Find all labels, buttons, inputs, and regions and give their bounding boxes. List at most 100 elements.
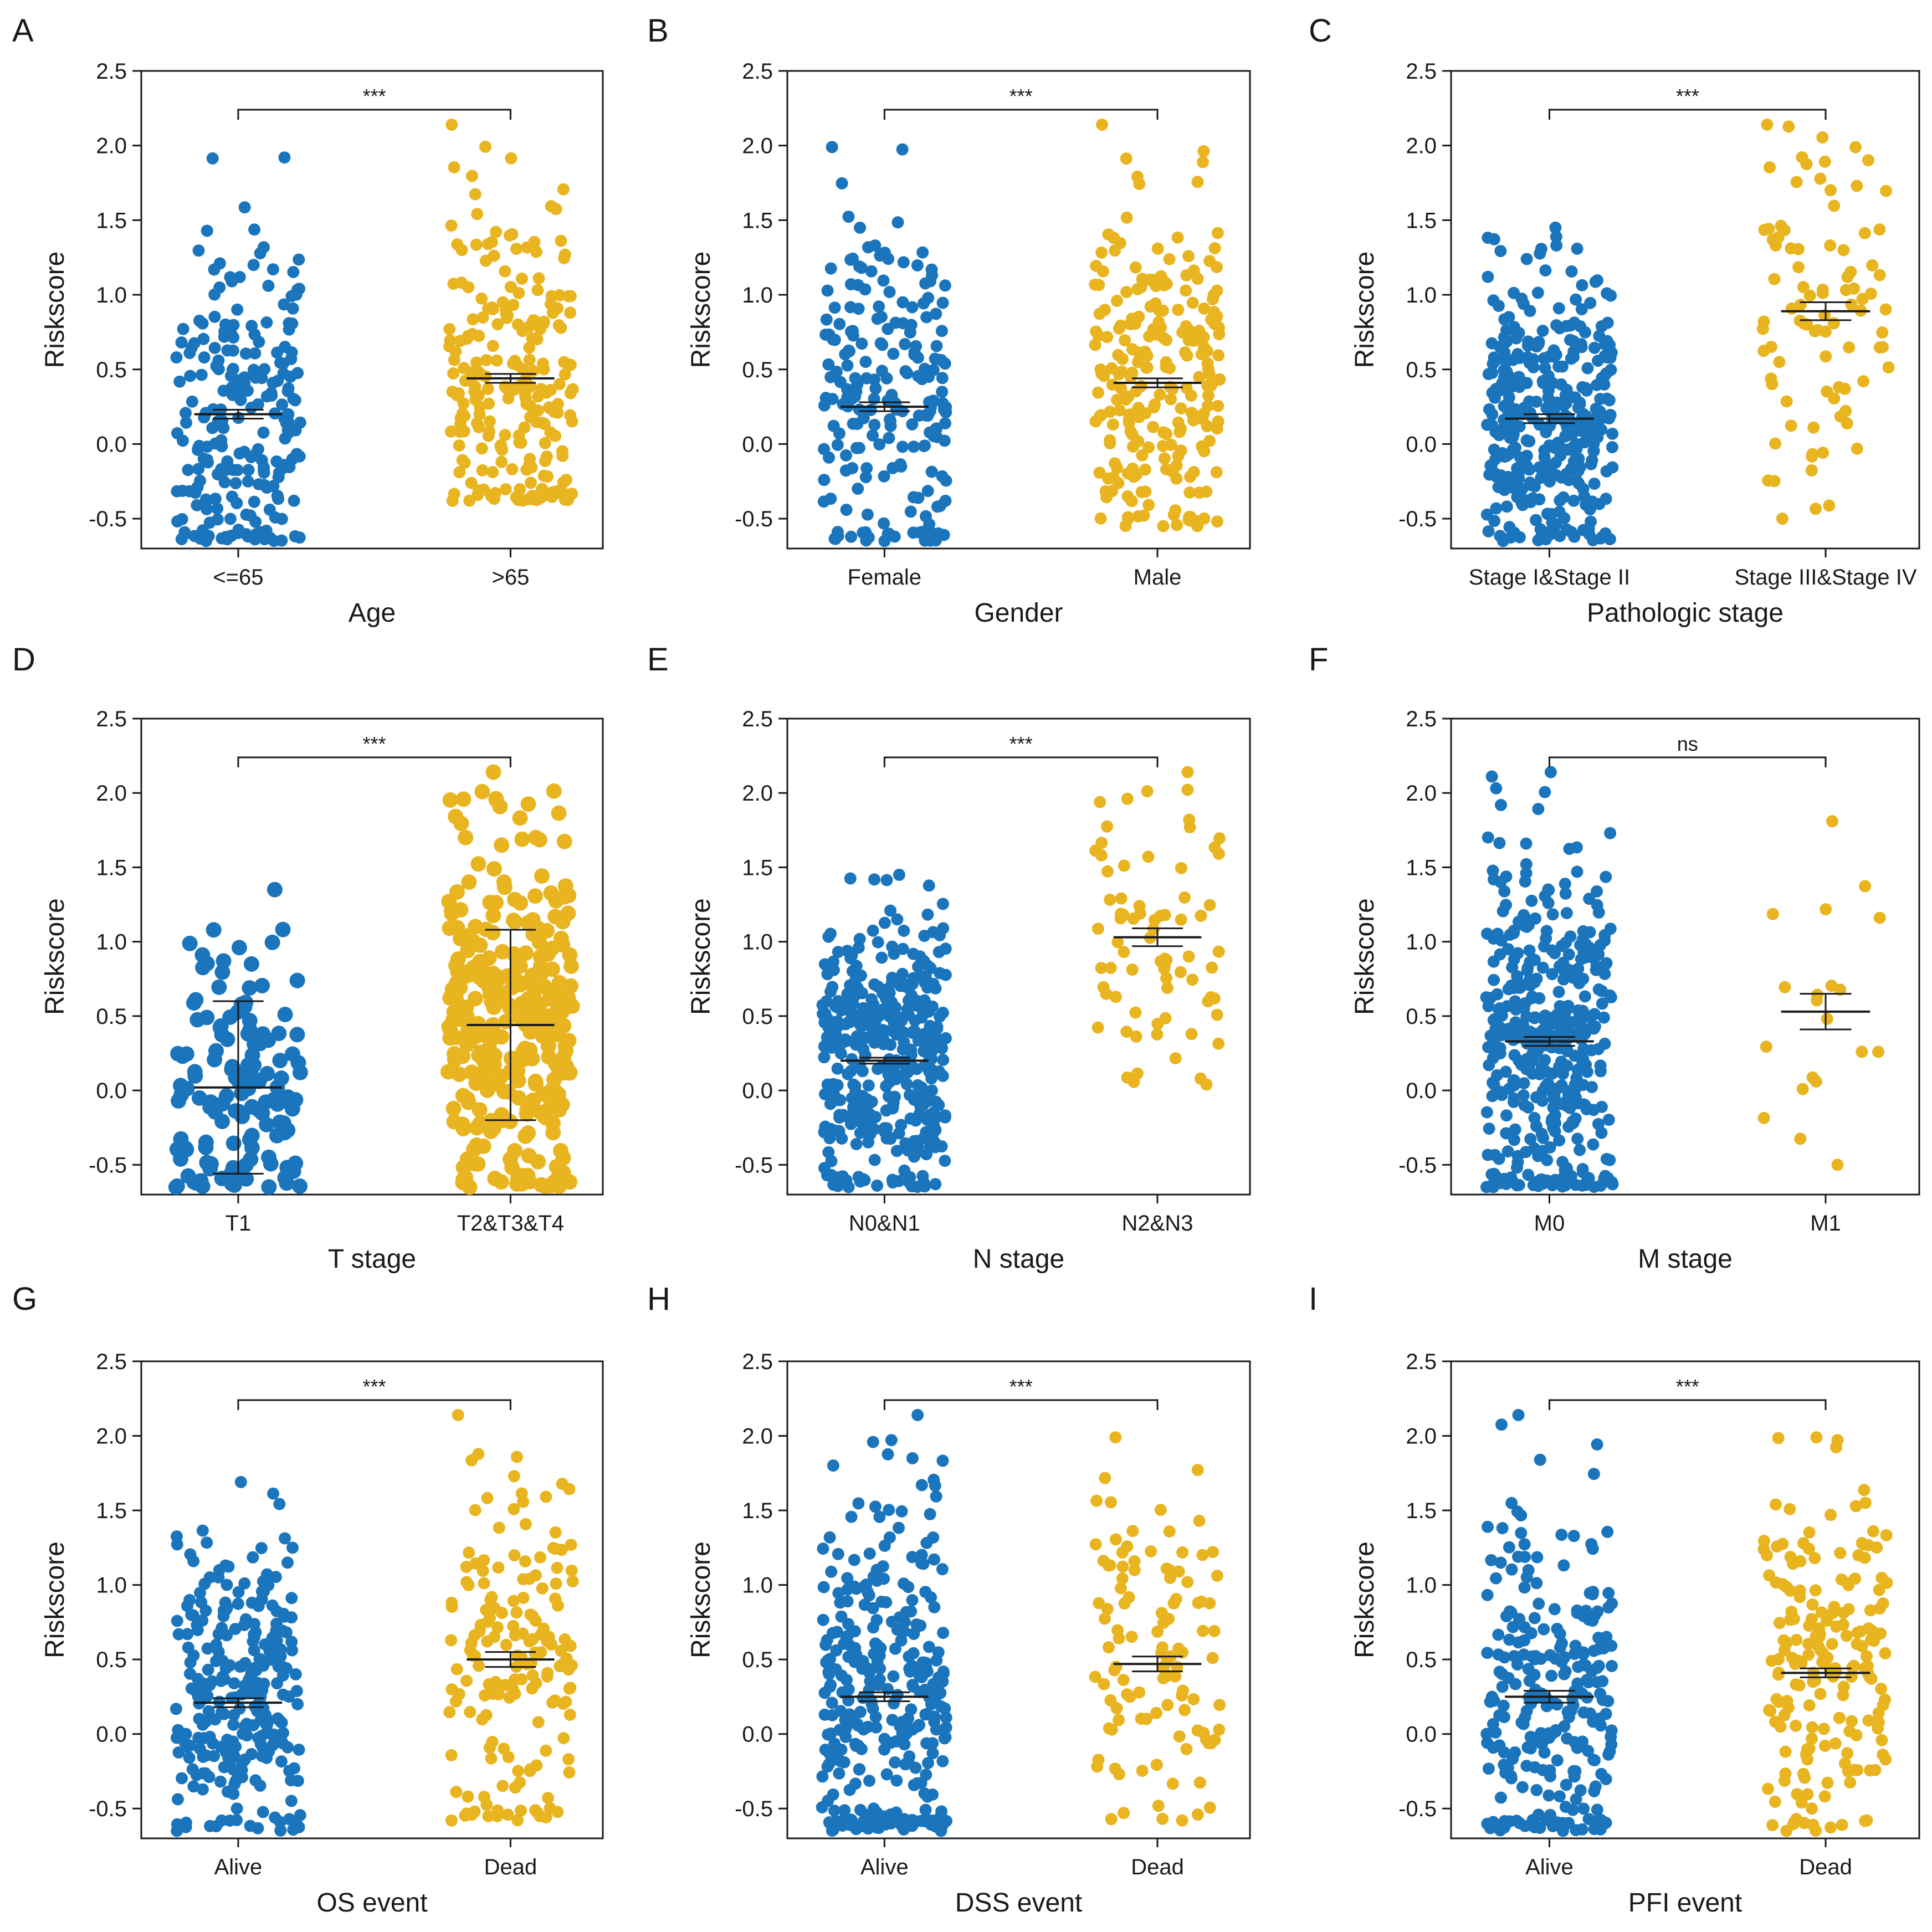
data-point — [232, 525, 244, 538]
data-point — [502, 392, 515, 404]
data-point — [1091, 1021, 1104, 1034]
data-point — [1492, 1628, 1505, 1641]
data-point — [859, 471, 872, 484]
data-point — [531, 284, 544, 296]
data-point — [1598, 934, 1611, 947]
x-category-label: Alive — [1525, 1855, 1574, 1879]
data-point — [1171, 519, 1183, 531]
data-point — [819, 1638, 832, 1651]
data-point — [558, 356, 571, 368]
data-point — [1113, 404, 1126, 417]
data-point — [1135, 281, 1147, 294]
data-point — [241, 385, 254, 397]
data-point — [564, 409, 577, 422]
data-point — [1542, 1727, 1555, 1740]
data-point — [894, 1720, 906, 1733]
data-point — [1807, 421, 1820, 434]
data-point — [1833, 381, 1845, 393]
data-point — [1807, 1675, 1820, 1688]
data-point — [1788, 1816, 1801, 1828]
data-point — [940, 401, 952, 413]
data-point — [1571, 1132, 1584, 1145]
data-point — [470, 238, 483, 251]
data-point — [499, 483, 512, 496]
data-point — [485, 1591, 498, 1603]
data-point — [853, 1820, 865, 1833]
data-point — [833, 1743, 845, 1756]
data-point — [848, 1112, 860, 1125]
data-point — [1561, 1732, 1574, 1745]
data-point — [469, 188, 481, 201]
data-point — [827, 1095, 839, 1107]
y-axis-title: Riskscore — [40, 898, 70, 1015]
data-point — [229, 1623, 242, 1636]
data-point — [1487, 1052, 1499, 1064]
data-point — [838, 1804, 851, 1817]
data-point — [1879, 1647, 1892, 1659]
data-point — [1817, 447, 1829, 459]
data-point — [900, 981, 913, 993]
significance-bracket — [237, 756, 511, 767]
data-point — [508, 1595, 520, 1607]
data-point — [1550, 230, 1562, 243]
data-point — [911, 1111, 924, 1124]
data-point — [294, 416, 306, 429]
data-point — [1172, 450, 1185, 462]
data-point — [210, 360, 223, 372]
data-point — [476, 973, 491, 989]
data-point — [883, 1504, 895, 1516]
data-point — [1584, 296, 1597, 309]
data-point — [893, 1127, 905, 1140]
data-point — [248, 495, 260, 508]
data-point — [1500, 1127, 1513, 1140]
y-tick-label: 0.0 — [1406, 1723, 1437, 1747]
data-point — [1181, 1576, 1194, 1588]
data-point — [1820, 350, 1832, 363]
data-point — [1851, 180, 1863, 192]
data-point — [252, 443, 264, 455]
data-point — [444, 334, 457, 347]
data-point — [440, 1064, 456, 1080]
data-point — [1494, 1556, 1507, 1569]
data-point — [1172, 1642, 1185, 1655]
data-point — [455, 791, 472, 807]
data-point — [277, 1007, 293, 1022]
data-point — [1508, 1079, 1520, 1092]
data-point — [220, 1603, 233, 1616]
data-point — [1521, 964, 1534, 977]
data-point — [1498, 413, 1510, 426]
data-point — [1841, 1747, 1854, 1760]
data-point — [245, 320, 258, 332]
data-point — [1539, 786, 1551, 798]
data-point — [845, 1510, 858, 1523]
data-point — [1554, 322, 1566, 335]
data-point — [883, 286, 896, 298]
data-point — [1509, 1746, 1521, 1759]
data-point — [272, 1053, 288, 1069]
data-point — [935, 1805, 948, 1818]
data-point — [1523, 357, 1536, 369]
data-point — [1757, 315, 1770, 328]
y-tick-label: 2.0 — [1406, 134, 1437, 158]
data-point — [922, 291, 935, 304]
y-tick-label: 2.0 — [1406, 1424, 1437, 1449]
data-point — [258, 467, 270, 479]
data-point — [231, 1169, 247, 1185]
data-point — [1141, 785, 1154, 798]
data-point — [1090, 260, 1103, 272]
data-point — [292, 1178, 308, 1194]
data-point — [269, 1571, 282, 1583]
data-point — [1485, 337, 1498, 350]
data-point — [214, 1171, 230, 1186]
plot-frame — [786, 718, 1251, 1196]
data-point — [871, 1179, 884, 1192]
data-point — [909, 1761, 922, 1774]
data-point — [840, 1174, 853, 1187]
data-point — [1828, 392, 1841, 405]
significance-label: *** — [1009, 732, 1033, 755]
data-point — [1201, 379, 1214, 392]
data-point — [543, 1177, 559, 1193]
data-point — [1858, 227, 1871, 239]
